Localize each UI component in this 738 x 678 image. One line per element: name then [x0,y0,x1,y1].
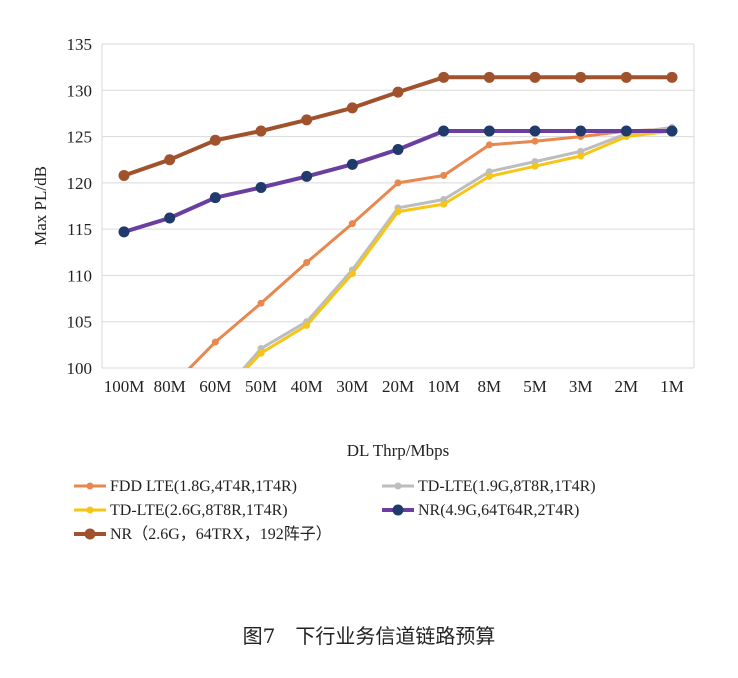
legend-label: NR(4.9G,64T64R,2T4R) [418,502,579,519]
series-line-2 [242,125,673,368]
data-point [164,154,176,166]
data-point [118,226,130,238]
data-point [209,192,221,204]
x-tick-labels: 100M 80M 60M 50M 40M 30M 20M 10M 8M 5M 3M 2M 1M [104,377,684,396]
legend-label: TD-LTE(2.6G,8T8R,1T4R) [110,502,288,519]
data-point [348,220,356,228]
x-tick-label: 100M [104,377,145,396]
data-point [575,71,587,83]
data-point [257,299,265,307]
data-point [392,144,404,156]
x-tick-label: 1M [660,377,684,396]
y-axis-title: Max PL/dB [31,166,50,246]
data-point [438,71,450,83]
data-point [303,258,311,266]
x-axis-title: DL Thrp/Mbps [347,441,449,460]
figure-caption: 图7 下行业务信道链路预算 [242,624,496,648]
data-point [620,71,632,83]
y-tick-label: 125 [67,128,93,147]
data-point [620,125,632,137]
data-point [483,71,495,83]
y-tick-label: 110 [67,266,92,285]
data-point [392,86,404,98]
legend-label: FDD LTE(1.8G,4T4R,1T4R) [110,478,297,495]
y-tick-label: 115 [67,220,92,239]
data-point [394,208,402,216]
data-point [257,349,265,357]
data-point [531,162,539,170]
data-point [575,125,587,137]
legend-marker [84,528,96,540]
legend-label: NR（2.6G，64TRX，192阵子） [110,525,332,543]
legend-marker [86,482,94,490]
data-point [346,158,358,170]
x-tick-label: 8M [478,377,502,396]
y-tick-label: 100 [67,359,93,378]
data-point [666,71,678,83]
data-point [666,125,678,137]
data-point [348,270,356,278]
data-point [440,200,448,208]
x-tick-label: 5M [523,377,547,396]
legend: FDD LTE(1.8G,4T4R,1T4R) TD-LTE(1.9G,8T8R,… [74,478,596,543]
data-point [529,71,541,83]
data-point [485,141,493,149]
data-point [394,179,402,187]
data-point [209,134,221,146]
data-point [529,125,541,137]
x-tick-label: 3M [569,377,593,396]
data-point [255,125,267,137]
y-tick-label: 120 [67,174,93,193]
y-tick-label: 130 [67,81,93,100]
line-chart: 100 105 110 115 120 125 130 135 100M 80M 60M 50M 40… [31,35,695,543]
x-tick-label: 30M [336,377,368,396]
data-point [118,169,130,181]
legend-marker [86,506,94,514]
series-markers [118,71,678,357]
legend-marker [394,482,402,490]
data-point [483,125,495,137]
data-point [440,171,448,179]
y-tick-labels: 100 105 110 115 120 125 130 135 [67,35,93,378]
data-point [164,212,176,224]
legend-label: TD-LTE(1.9G,8T8R,1T4R) [418,478,596,495]
legend-marker [392,504,404,516]
data-point [577,152,585,160]
data-point [531,137,539,145]
series-line-1 [187,127,673,368]
data-point [301,114,313,126]
x-tick-label: 80M [154,377,186,396]
x-tick-label: 60M [199,377,231,396]
data-point [255,181,267,193]
x-tick-label: 20M [382,377,414,396]
data-point [346,102,358,114]
y-tick-label: 105 [67,313,93,332]
data-point [301,170,313,182]
data-point [485,172,493,180]
data-point [438,125,450,137]
x-tick-label: 2M [615,377,639,396]
x-tick-label: 50M [245,377,277,396]
y-tick-label: 135 [67,35,93,54]
x-tick-label: 10M [428,377,460,396]
x-tick-label: 40M [291,377,323,396]
data-point [303,321,311,329]
data-point [211,338,219,346]
